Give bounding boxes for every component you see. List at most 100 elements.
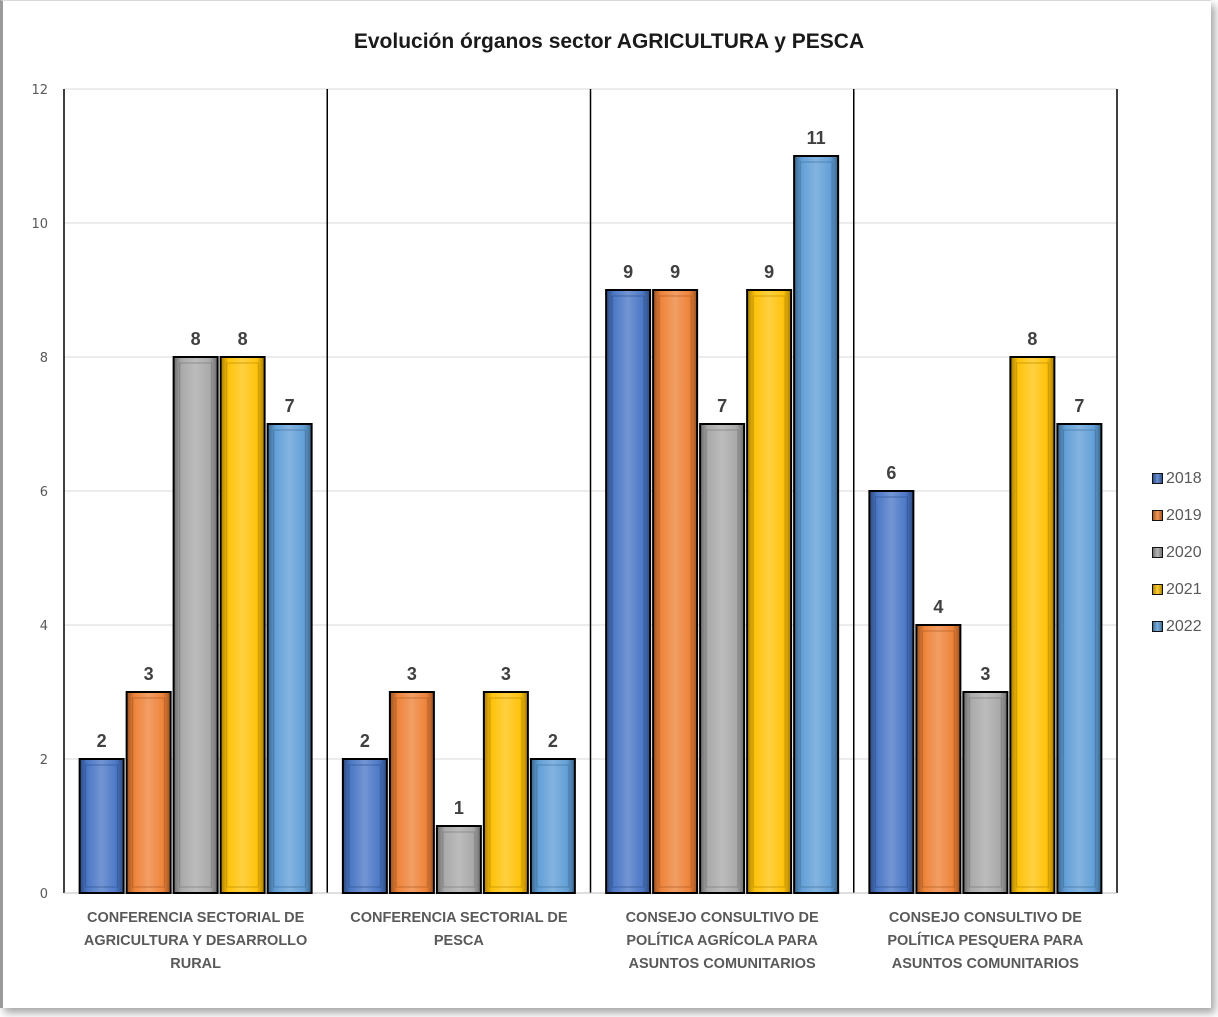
legend-swatch	[1152, 584, 1163, 595]
bar-bevel	[799, 161, 833, 888]
data-label: 8	[191, 329, 201, 349]
y-tick-label: 10	[31, 217, 48, 232]
category-label-line: ASUNTOS COMUNITARIOS	[891, 956, 1079, 972]
bar-2020	[962, 691, 1009, 894]
category-label: CONFERENCIA SECTORIAL DE PESCA	[334, 907, 584, 953]
bar-bevel	[752, 295, 786, 888]
y-tick-label: 6	[40, 485, 48, 500]
y-tick-label: 0	[40, 887, 48, 902]
bar-bevel	[132, 697, 166, 888]
bar-bevel	[536, 764, 570, 888]
category-label-line: CONSEJO CONSULTIVO DE	[625, 910, 819, 926]
category-label: CONFERENCIA SECTORIAL DE AGRICULTURA Y DE…	[71, 907, 321, 976]
bar-2021	[1009, 356, 1056, 894]
category-label-line: CONSEJO CONSULTIVO DE	[888, 910, 1082, 926]
category-label-line: POLÍTICA AGRÍCOLA PARA	[626, 933, 818, 949]
category-label-line: RURAL	[170, 956, 221, 972]
data-label: 4	[933, 597, 943, 617]
bar-bevel	[658, 295, 692, 888]
bar-2021	[219, 356, 266, 894]
data-label: 11	[807, 128, 826, 148]
data-label: 9	[764, 262, 774, 282]
data-label: 6	[886, 463, 896, 483]
y-tick-label: 4	[40, 619, 48, 634]
y-tick-label: 12	[31, 83, 48, 98]
bar-bevel	[85, 764, 119, 888]
data-label: 7	[285, 396, 295, 416]
legend-label: 2018	[1166, 469, 1202, 487]
data-label: 7	[1074, 396, 1084, 416]
y-tick-label: 8	[40, 351, 48, 366]
category-label-line: AGRICULTURA Y DESARROLLO	[83, 933, 308, 949]
legend-label: 2019	[1166, 506, 1202, 524]
legend-item-2020: 2020	[1152, 534, 1202, 571]
bar-bevel	[348, 764, 382, 888]
bar-bevel	[442, 831, 476, 888]
legend-item-2019: 2019	[1152, 497, 1202, 534]
bar-2019	[652, 289, 699, 894]
bar-2021	[746, 289, 793, 894]
data-label: 2	[97, 731, 107, 751]
chart-title: Evolución órganos sector AGRICULTURA y P…	[353, 30, 865, 53]
bar-bevel	[273, 429, 307, 888]
legend-swatch	[1152, 547, 1163, 558]
bar-bevel	[705, 429, 739, 888]
data-label: 8	[1027, 329, 1037, 349]
category-label-line: CONFERENCIA SECTORIAL DE	[350, 910, 568, 926]
bar-2020	[699, 423, 746, 894]
bar-2020	[172, 356, 219, 894]
data-label: 3	[980, 664, 990, 684]
bar-2019	[388, 691, 435, 894]
category-label: CONSEJO CONSULTIVO DE POLÍTICA AGRÍCOLA P…	[597, 907, 847, 976]
bar-bevel	[1062, 429, 1096, 888]
bar-bevel	[179, 362, 213, 888]
bar-2022	[1056, 423, 1103, 894]
legend-item-2021: 2021	[1152, 571, 1202, 608]
bar-2022	[266, 423, 313, 894]
data-label: 9	[670, 262, 680, 282]
bar-bevel	[611, 295, 645, 888]
legend-item-2018: 2018	[1152, 460, 1202, 497]
category-label-line: POLÍTICA PESQUERA PARA	[887, 933, 1084, 949]
bar-bevel	[395, 697, 429, 888]
bar-bevel	[226, 362, 260, 888]
data-label: 2	[360, 731, 370, 751]
category-label-line: CONFERENCIA SECTORIAL DE	[86, 910, 305, 926]
bar-2022	[793, 155, 840, 894]
data-label: 3	[144, 664, 154, 684]
bar-bevel	[489, 697, 523, 888]
bar-2018	[868, 490, 915, 894]
bar-2022	[529, 758, 576, 894]
y-tick-label: 2	[40, 753, 48, 768]
data-label: 7	[717, 396, 727, 416]
bar-bevel	[968, 697, 1002, 888]
category-label: CONSEJO CONSULTIVO DE POLÍTICA PESQUERA P…	[860, 907, 1110, 976]
category-label-line: ASUNTOS COMUNITARIOS	[628, 956, 816, 972]
bar-2018	[341, 758, 388, 894]
data-label: 3	[501, 664, 511, 684]
legend-label: 2022	[1166, 617, 1202, 635]
bar-2021	[482, 691, 529, 894]
bar-2019	[915, 624, 962, 894]
data-label: 2	[548, 731, 558, 751]
data-label: 1	[454, 798, 464, 818]
data-label: 8	[238, 329, 248, 349]
legend-swatch	[1152, 473, 1163, 484]
data-label: 3	[407, 664, 417, 684]
legend-label: 2020	[1166, 543, 1202, 561]
bar-bevel	[1015, 362, 1049, 888]
legend-swatch	[1152, 621, 1163, 632]
category-label-line: PESCA	[433, 933, 484, 949]
bar-bevel	[874, 496, 908, 888]
bar-2020	[435, 825, 482, 894]
legend-item-2022: 2022	[1152, 608, 1202, 645]
bar-2018	[605, 289, 652, 894]
data-label: 9	[623, 262, 633, 282]
legend-swatch	[1152, 510, 1163, 521]
bar-bevel	[921, 630, 955, 888]
bar-2018	[78, 758, 125, 894]
bar-2019	[125, 691, 172, 894]
legend: 2018 2019 2020 2021 2022	[1152, 460, 1202, 645]
legend-label: 2021	[1166, 580, 1202, 598]
